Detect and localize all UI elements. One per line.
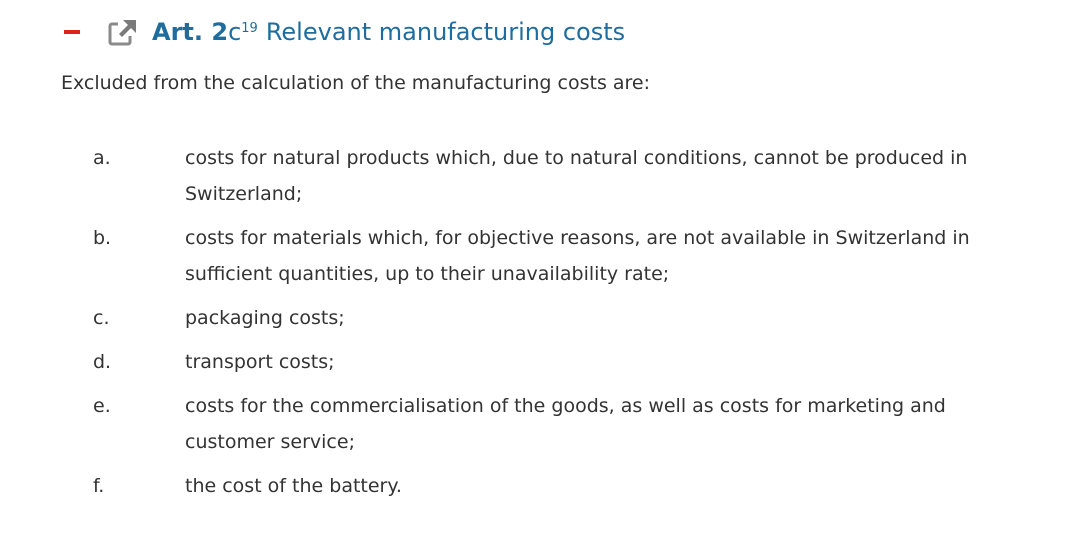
- item-text: the cost of the battery.: [185, 475, 402, 497]
- item-list: a. costs for natural products which, due …: [93, 140, 1053, 512]
- list-item: d. transport costs;: [93, 344, 1053, 380]
- item-label: b.: [93, 227, 112, 249]
- article-title[interactable]: Relevant manufacturing costs: [265, 18, 626, 46]
- item-label: f.: [93, 475, 105, 497]
- external-link-icon[interactable]: [108, 18, 138, 46]
- list-item: a. costs for natural products which, due …: [93, 140, 1053, 212]
- intro-text: Excluded from the calculation of the man…: [61, 72, 651, 94]
- item-text: costs for natural products which, due to…: [185, 147, 968, 205]
- footnote-ref[interactable]: 19: [241, 20, 258, 36]
- article-suffix[interactable]: c: [228, 18, 242, 46]
- collapse-toggle[interactable]: [64, 30, 80, 34]
- article-number[interactable]: Art. 2: [152, 18, 229, 46]
- list-item: b. costs for materials which, for objecti…: [93, 220, 1053, 292]
- item-label: d.: [93, 351, 112, 373]
- item-text: costs for materials which, for objective…: [185, 227, 970, 285]
- item-label: c.: [93, 307, 110, 329]
- item-text: transport costs;: [185, 351, 335, 373]
- article-heading: Art. 2 c 19 Relevant manufacturing costs: [64, 12, 625, 52]
- item-text: packaging costs;: [185, 307, 345, 329]
- item-text: costs for the commercialisation of the g…: [185, 395, 946, 453]
- list-item: c. packaging costs;: [93, 300, 1053, 336]
- list-item: e. costs for the commercialisation of the…: [93, 388, 1053, 460]
- item-label: e.: [93, 395, 111, 417]
- item-label: a.: [93, 147, 111, 169]
- list-item: f. the cost of the battery.: [93, 468, 1053, 504]
